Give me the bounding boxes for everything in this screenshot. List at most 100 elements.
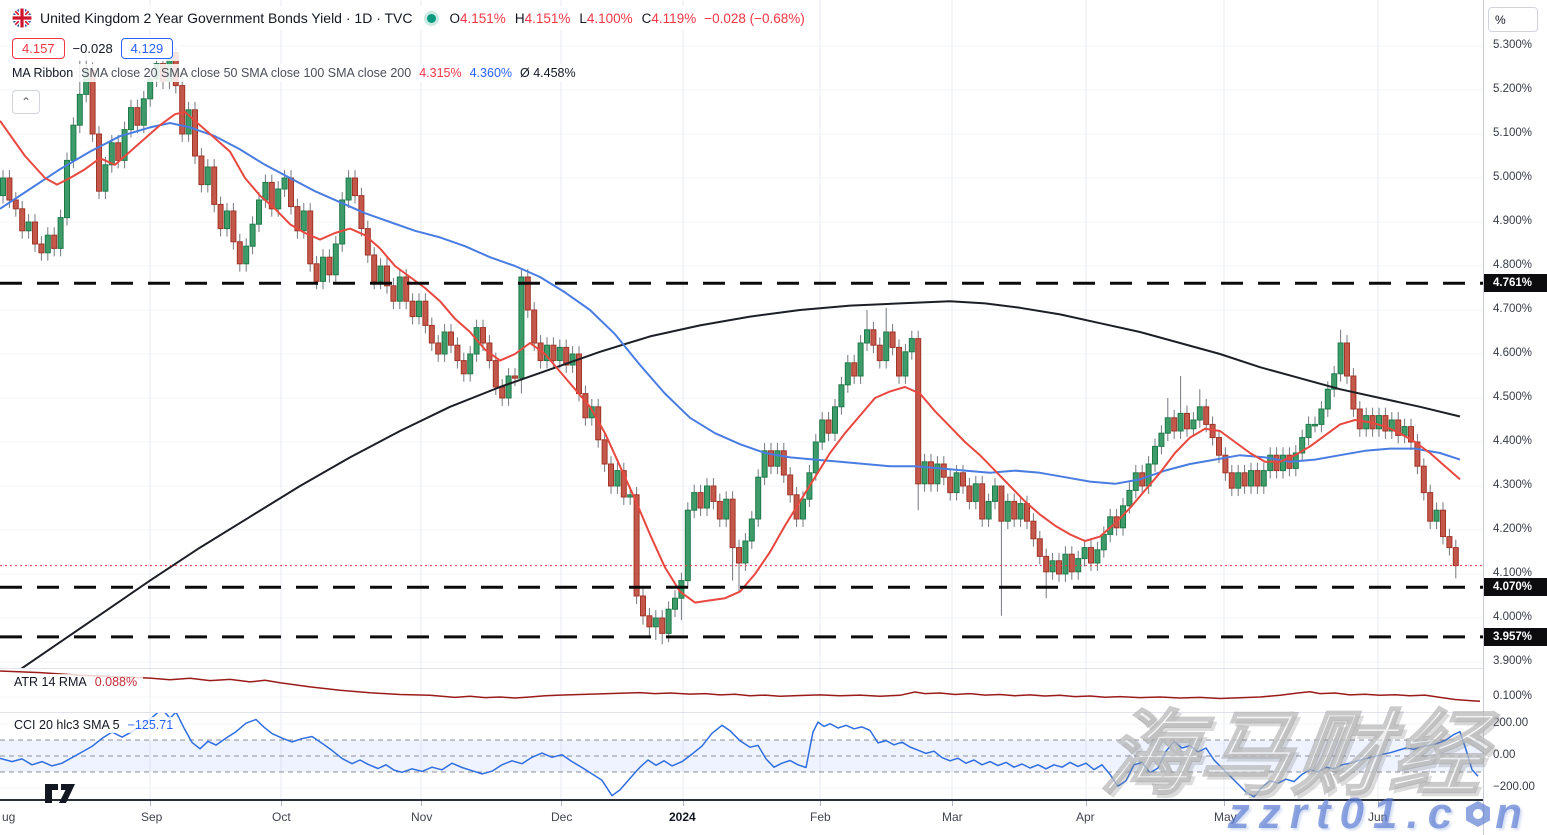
candle-up	[812, 441, 819, 474]
ma-average-value: Ø 4.458%	[520, 66, 576, 80]
candle-down	[1452, 547, 1459, 567]
candle-down	[1011, 500, 1018, 520]
candle-down	[217, 203, 224, 230]
candle-down	[889, 331, 896, 348]
cci-pane[interactable]	[0, 712, 1483, 799]
candle-down	[1356, 408, 1363, 430]
candle-up	[755, 476, 762, 520]
tradingview-logo[interactable]	[44, 783, 80, 807]
ohlc-values: O4.151% H4.151% L4.100% C4.119%	[450, 11, 697, 26]
candle-down	[697, 492, 704, 509]
candle-down	[736, 547, 742, 564]
candle-up	[1324, 388, 1331, 410]
candle-down	[582, 393, 589, 419]
candle-up	[1260, 470, 1267, 487]
bid-price[interactable]: 4.157	[12, 38, 65, 59]
candle-down	[595, 406, 602, 441]
price-level-badge: 4.070%	[1484, 578, 1547, 597]
candle-down	[38, 243, 45, 254]
symbol-title[interactable]: United Kingdom 2 Year Government Bonds Y…	[40, 10, 413, 26]
candle-down	[1030, 520, 1037, 540]
candle-up	[672, 597, 678, 610]
price-tick-label: 3.900%	[1493, 655, 1533, 667]
candle-up	[761, 450, 768, 478]
price-level-badge: 3.957%	[1484, 627, 1547, 646]
ask-price[interactable]: 4.129	[120, 38, 174, 59]
uk-flag-icon	[12, 8, 32, 28]
candle-down	[563, 346, 570, 366]
candle-up	[300, 210, 307, 232]
candle-up	[185, 109, 192, 135]
candle-up	[1280, 454, 1286, 472]
candle-up	[684, 509, 691, 582]
ma-ribbon-params: SMA close 20 SMA close 50 SMA close 100 …	[81, 66, 412, 80]
time-tick	[561, 801, 562, 806]
main-chart-pane[interactable]	[0, 0, 1483, 668]
price-axis[interactable]: % 5.300% 5.200% 5.100% 5.000% 4.900% 4.800% 4.…	[1483, 0, 1547, 835]
candle-up	[518, 276, 525, 379]
cci-title[interactable]: CCI 20 hlc3 SMA 5	[14, 718, 120, 732]
time-tick	[1086, 801, 1087, 806]
pane-divider[interactable]	[0, 712, 1547, 713]
candle-down	[230, 210, 237, 243]
candle-down	[1024, 503, 1030, 522]
candle-up	[1433, 509, 1440, 522]
candle-down	[313, 263, 320, 282]
candle-up	[128, 107, 134, 131]
cci-tick-label: 0.00	[1493, 749, 1516, 761]
candle-up	[1376, 415, 1382, 430]
candle-down	[851, 362, 858, 377]
candle-up	[627, 494, 634, 498]
candle-up	[57, 217, 64, 249]
candle-down	[428, 324, 435, 344]
price-tick-label: 5.100%	[1493, 127, 1533, 139]
time-axis-label: Dec	[551, 810, 573, 824]
candle-up	[25, 221, 32, 232]
candle-down	[448, 331, 454, 346]
candle-down	[371, 254, 378, 282]
candle-up	[908, 338, 915, 353]
atr-pane[interactable]	[0, 668, 1483, 712]
candle-up	[902, 351, 909, 377]
candle-up	[0, 177, 6, 197]
atr-value: 0.088%	[94, 675, 138, 689]
time-axis-label: Apr	[1076, 810, 1095, 824]
candle-down	[1427, 492, 1434, 522]
spread-value: −0.028	[72, 41, 113, 56]
candle-up	[1062, 553, 1069, 575]
candle-down	[787, 474, 794, 496]
candle-up	[121, 129, 128, 161]
candle-down	[1420, 465, 1427, 494]
collapse-legend-button[interactable]: ⌃	[12, 90, 40, 114]
ma-ribbon-title[interactable]: MA Ribbon	[12, 66, 74, 80]
candle-up	[972, 483, 979, 502]
candle-down	[1088, 547, 1094, 564]
pane-divider[interactable]	[0, 668, 1547, 669]
candle-up	[224, 210, 230, 230]
time-axis-label: 2024	[669, 810, 696, 824]
candle-down	[1056, 560, 1062, 575]
candle-up	[569, 353, 576, 366]
market-status-dot[interactable]	[426, 13, 436, 23]
candle-down	[1184, 412, 1190, 430]
change-value: −0.028 (−0.68%)	[704, 10, 805, 26]
candle-up	[275, 188, 282, 210]
candle-up	[704, 485, 710, 509]
price-tick-label: 4.400%	[1493, 435, 1533, 447]
candle-down	[966, 485, 973, 502]
candle-down	[998, 485, 1005, 522]
candle-down	[1382, 415, 1389, 432]
time-axis-label: May	[1214, 810, 1237, 824]
candle-down	[384, 265, 390, 287]
candle-up	[1190, 419, 1197, 430]
time-axis[interactable]: ug Sep Oct Nov Dec 2024 Feb Mar Apr May Jun	[0, 801, 1483, 835]
atr-title[interactable]: ATR 14 RMA	[14, 675, 87, 689]
candle-up	[857, 342, 864, 377]
time-axis-label: Oct	[272, 810, 291, 824]
candle-up	[1158, 432, 1165, 447]
price-tick-label: 4.800%	[1493, 259, 1533, 271]
price-unit-button[interactable]: %	[1488, 7, 1538, 32]
candle-down	[601, 439, 608, 465]
candle-down	[6, 177, 13, 201]
candle-up	[339, 199, 346, 245]
